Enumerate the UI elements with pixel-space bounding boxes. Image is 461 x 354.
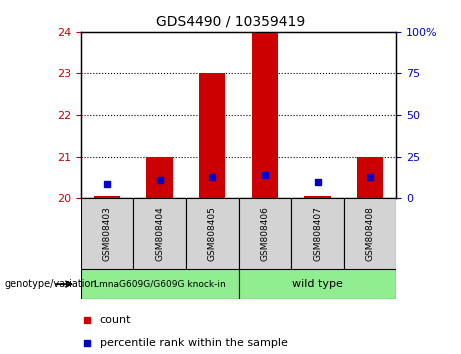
Text: GSM808403: GSM808403 <box>102 206 112 261</box>
Bar <box>344 198 396 269</box>
Bar <box>147 156 173 198</box>
Text: genotype/variation: genotype/variation <box>5 279 97 289</box>
Bar <box>304 196 331 198</box>
Text: GSM808406: GSM808406 <box>260 206 269 261</box>
Bar <box>252 32 278 198</box>
Text: GSM808408: GSM808408 <box>366 206 375 261</box>
Bar <box>239 198 291 269</box>
Text: count: count <box>100 315 131 325</box>
Bar <box>81 269 239 299</box>
Bar <box>133 198 186 269</box>
Bar <box>186 198 239 269</box>
Text: percentile rank within the sample: percentile rank within the sample <box>100 338 288 348</box>
Text: wild type: wild type <box>292 279 343 289</box>
Bar <box>239 269 396 299</box>
Bar <box>357 156 383 198</box>
Text: GSM808405: GSM808405 <box>208 206 217 261</box>
Text: GSM808407: GSM808407 <box>313 206 322 261</box>
Text: GDS4490 / 10359419: GDS4490 / 10359419 <box>156 14 305 28</box>
Bar <box>94 196 120 198</box>
Bar <box>199 74 225 198</box>
Bar <box>291 198 344 269</box>
Bar <box>81 198 133 269</box>
Text: GSM808404: GSM808404 <box>155 206 164 261</box>
Text: LmnaG609G/G609G knock-in: LmnaG609G/G609G knock-in <box>94 280 225 289</box>
